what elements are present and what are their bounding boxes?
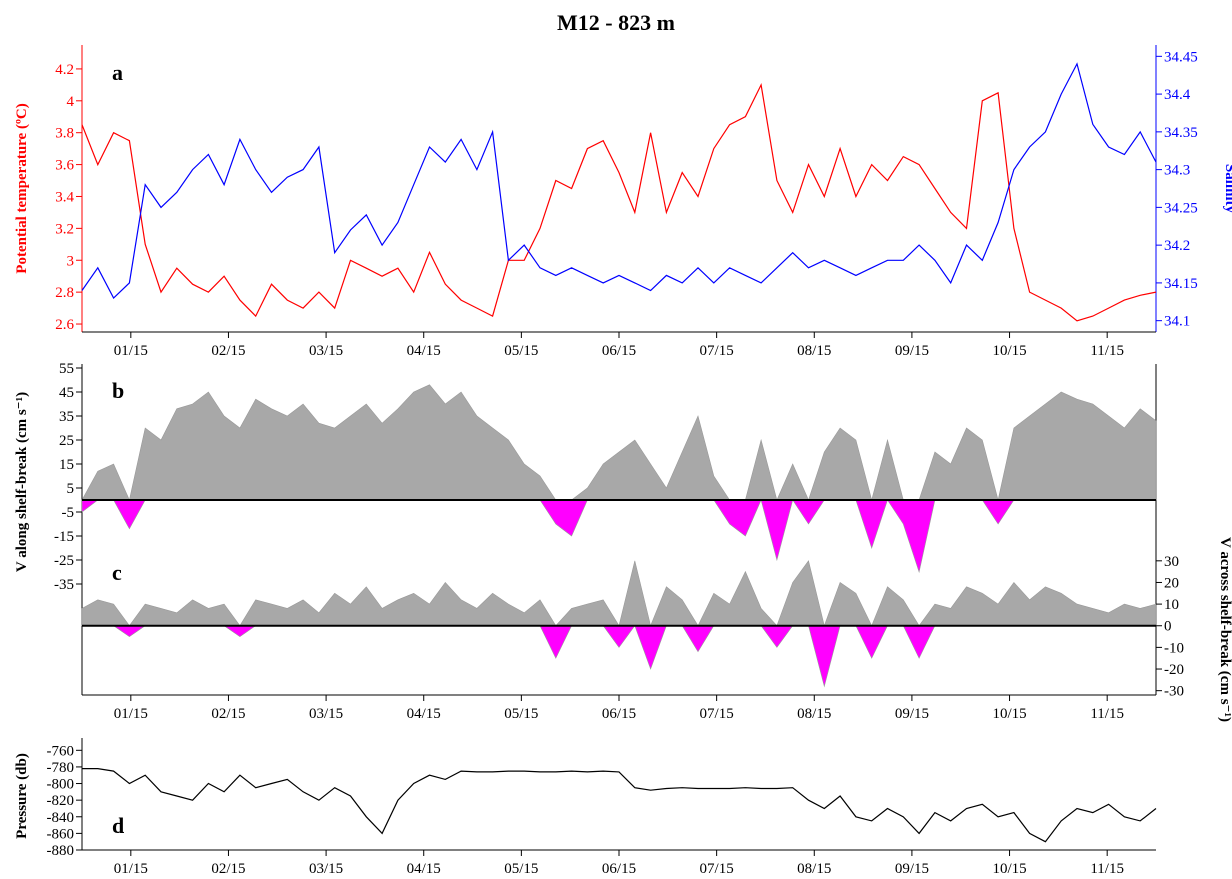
pressure-series-line bbox=[82, 767, 1157, 843]
d-y-tick-label: -860 bbox=[47, 826, 75, 842]
d-x-tick-label: 07/15 bbox=[700, 861, 734, 874]
b-y-tick-label: 55 bbox=[59, 361, 74, 377]
c-y-axis-label: V across shelf-break (cm s⁻¹) bbox=[1217, 537, 1232, 722]
c-x-tick-label: 01/15 bbox=[114, 706, 148, 722]
c-y-tick-label: 10 bbox=[1164, 597, 1179, 613]
panel-d: -760-780-800-820-840-860-880 01/15 02/15 03… bbox=[14, 738, 1157, 877]
a-right-tick-label: 34.4 bbox=[1164, 87, 1191, 103]
panel-label-a: a bbox=[112, 60, 123, 85]
c-y-tick-label: -30 bbox=[1164, 684, 1184, 700]
b-y-tick-label: 25 bbox=[59, 433, 74, 449]
c-negative-area bbox=[81, 625, 1157, 688]
c-x-tick-label: 05/15 bbox=[504, 706, 538, 722]
c-x-tick-label: 11/15 bbox=[1090, 706, 1124, 722]
a-right-tick-label: 34.25 bbox=[1164, 200, 1198, 216]
salinity-series-line bbox=[81, 62, 1157, 299]
a-right-tick-label: 34.15 bbox=[1164, 276, 1198, 292]
a-x-tick-label: 11/15 bbox=[1090, 343, 1124, 359]
b-y-tick-label: -35 bbox=[54, 577, 74, 593]
a-right-tick-label: 34.1 bbox=[1164, 314, 1190, 330]
d-x-tick-label: 10/15 bbox=[992, 861, 1026, 874]
a-left-tick-label: 3 bbox=[67, 253, 75, 269]
a-x-tick-label: 04/15 bbox=[407, 343, 441, 359]
b-y-tick-label: -15 bbox=[54, 529, 74, 545]
d-x-tick-label: 06/15 bbox=[602, 861, 636, 874]
a-x-tick-label: 02/15 bbox=[211, 343, 245, 359]
c-x-tick-label: 10/15 bbox=[992, 706, 1026, 722]
c-y-tick-label: -10 bbox=[1164, 640, 1184, 656]
b-y-tick-label: 15 bbox=[59, 457, 74, 473]
panel-a: 4.2 4 3.8 3.6 3.4 3.2 3 2.8 2.6 34.45 34.4 34.35 34.… bbox=[14, 45, 1232, 359]
panel-label-d: d bbox=[112, 813, 124, 838]
b-y-tick-label: 35 bbox=[59, 409, 74, 425]
d-y-tick-label: -760 bbox=[47, 743, 75, 759]
a-right-tick-label: 34.2 bbox=[1164, 238, 1190, 254]
a-x-tick-label: 06/15 bbox=[602, 343, 636, 359]
c-y-tick-label: 20 bbox=[1164, 575, 1179, 591]
d-x-tick-label: 05/15 bbox=[504, 861, 538, 874]
a-left-tick-label: 2.8 bbox=[55, 285, 74, 301]
a-right-tick-label: 34.35 bbox=[1164, 125, 1198, 141]
b-positive-area bbox=[81, 384, 1157, 502]
panel-label-b: b bbox=[112, 378, 124, 403]
a-left-tick-label: 3.2 bbox=[55, 221, 74, 237]
d-x-tick-label: 08/15 bbox=[797, 861, 831, 874]
c-y-tick-label: -20 bbox=[1164, 662, 1184, 678]
d-x-tick-label: 11/15 bbox=[1090, 861, 1124, 874]
c-x-tick-label: 04/15 bbox=[407, 706, 441, 722]
c-x-tick-label: 02/15 bbox=[211, 706, 245, 722]
c-x-tick-label: 07/15 bbox=[700, 706, 734, 722]
c-positive-area bbox=[81, 560, 1157, 627]
a-left-tick-label: 3.4 bbox=[55, 189, 74, 205]
c-x-tick-label: 03/15 bbox=[309, 706, 343, 722]
c-x-tick-label: 06/15 bbox=[602, 706, 636, 722]
a-left-tick-label: 3.8 bbox=[55, 126, 74, 142]
a-x-tick-label: 09/15 bbox=[895, 343, 929, 359]
a-x-tick-label: 08/15 bbox=[797, 343, 831, 359]
d-y-axis-label: Pressure (db) bbox=[14, 753, 30, 839]
d-x-tick-label: 09/15 bbox=[895, 861, 929, 874]
panel-b-c: 55 45 35 25 15 5 -5 -15 -25 -35 V along shelf-brea… bbox=[14, 361, 1232, 722]
d-x-tick-label: 03/15 bbox=[309, 861, 343, 874]
a-x-tick-label: 07/15 bbox=[700, 343, 734, 359]
c-y-tick-label: 30 bbox=[1164, 554, 1179, 570]
d-y-tick-label: -820 bbox=[47, 793, 75, 809]
a-x-tick-label: 03/15 bbox=[309, 343, 343, 359]
c-y-tick-label: 0 bbox=[1164, 619, 1172, 635]
panel-label-c: c bbox=[112, 560, 122, 585]
b-y-axis-label: V along shelf-break (cm s⁻¹) bbox=[14, 392, 30, 572]
a-x-tick-label: 10/15 bbox=[992, 343, 1026, 359]
a-left-tick-label: 2.6 bbox=[55, 317, 74, 333]
a-right-tick-label: 34.45 bbox=[1164, 49, 1198, 65]
a-left-tick-label: 3.6 bbox=[55, 158, 74, 174]
d-y-tick-label: -880 bbox=[47, 843, 75, 859]
d-y-tick-label: -780 bbox=[47, 760, 75, 776]
b-y-tick-label: -25 bbox=[54, 553, 74, 569]
a-left-tick-label: 4.2 bbox=[55, 62, 74, 78]
c-x-tick-label: 09/15 bbox=[895, 706, 929, 722]
b-negative-area bbox=[81, 499, 1156, 574]
b-y-tick-label: 45 bbox=[59, 385, 74, 401]
b-y-tick-label: -5 bbox=[62, 505, 75, 521]
a-left-tick-label: 4 bbox=[67, 94, 75, 110]
d-x-tick-label: 04/15 bbox=[407, 861, 441, 874]
a-right-tick-label: 34.3 bbox=[1164, 163, 1190, 179]
c-x-tick-label: 08/15 bbox=[797, 706, 831, 722]
d-y-tick-label: -800 bbox=[47, 777, 75, 793]
b-y-tick-label: 5 bbox=[67, 481, 75, 497]
a-right-axis-label: Salinity bbox=[1222, 164, 1232, 214]
figure-title: M12 - 823 m bbox=[557, 10, 675, 35]
d-x-tick-label: 02/15 bbox=[211, 861, 245, 874]
a-x-tick-label: 01/15 bbox=[114, 343, 148, 359]
a-x-tick-label: 05/15 bbox=[504, 343, 538, 359]
d-x-tick-label: 01/15 bbox=[114, 861, 148, 874]
temperature-series-line bbox=[81, 82, 1157, 322]
a-left-axis-label: Potential temperature (ºC) bbox=[14, 103, 30, 273]
d-y-tick-label: -840 bbox=[47, 810, 75, 826]
